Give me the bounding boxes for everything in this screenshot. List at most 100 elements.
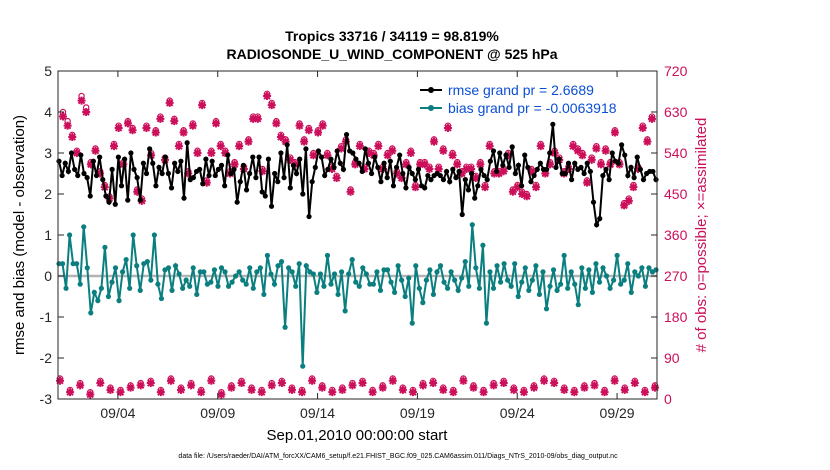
rmse-series-point bbox=[212, 172, 218, 179]
rmse-series-point bbox=[81, 170, 87, 177]
obs-assimilated-marker bbox=[351, 160, 360, 169]
bias-series-point bbox=[508, 283, 514, 289]
bias-series-point bbox=[116, 298, 122, 304]
rmse-series-point bbox=[122, 156, 128, 162]
rmse-series-point bbox=[90, 158, 96, 164]
chart-title-line2: RADIOSONDE_U_WIND_COMPONENT @ 525 hPa bbox=[226, 46, 557, 62]
obs-assimilated-marker bbox=[156, 388, 165, 397]
obs-assimilated-marker bbox=[133, 187, 142, 196]
obs-assimilated-marker bbox=[469, 383, 478, 392]
obs-assimilated-marker bbox=[448, 151, 457, 160]
rmse-series-point bbox=[368, 170, 375, 177]
obs-assimilated-marker bbox=[263, 92, 272, 101]
x-tick-label: 09/19 bbox=[400, 405, 435, 421]
bias-series-point bbox=[452, 277, 458, 283]
bias-series-point bbox=[377, 287, 384, 293]
rmse-series-point bbox=[437, 172, 443, 179]
obs-assimilated-marker bbox=[610, 376, 619, 385]
obs-assimilated-marker bbox=[244, 137, 253, 146]
rmse-series-point bbox=[428, 177, 434, 183]
obs-assimilated-marker bbox=[327, 164, 336, 173]
bias-series-point bbox=[448, 269, 454, 275]
rmse-series-point bbox=[634, 154, 640, 160]
bias-series-point bbox=[130, 232, 136, 238]
rmse-series-point bbox=[290, 162, 297, 168]
bias-series-point bbox=[335, 291, 341, 298]
obs-assimilated-marker bbox=[96, 379, 105, 388]
obs-assimilated-marker bbox=[578, 151, 587, 160]
obs-assimilated-marker bbox=[136, 381, 145, 390]
obs-assimilated-marker bbox=[96, 169, 105, 178]
obs-assimilated-marker bbox=[449, 388, 458, 397]
rmse-series-point bbox=[562, 170, 568, 177]
obs-assimilated-marker bbox=[338, 385, 347, 394]
rmse-series-point bbox=[422, 185, 428, 191]
obs-assimilated-marker bbox=[304, 126, 313, 135]
y-right-tick-label: 540 bbox=[664, 145, 688, 161]
bias-series-point bbox=[547, 283, 553, 289]
rmse-series-point bbox=[628, 164, 634, 170]
rmse-series-point bbox=[443, 168, 450, 175]
rmse-series-point bbox=[62, 160, 68, 166]
rmse-series-point bbox=[615, 160, 622, 166]
rmse-series-point bbox=[415, 166, 422, 172]
rmse-series-point bbox=[487, 158, 493, 164]
obs-assimilated-marker bbox=[467, 164, 476, 173]
bias-series-point bbox=[621, 277, 627, 283]
obs-assimilated-marker bbox=[527, 167, 536, 176]
rmse-series-point bbox=[581, 170, 587, 177]
obs-assimilated-marker bbox=[86, 390, 95, 399]
obs-assimilated-marker bbox=[253, 114, 262, 123]
obs-assimilated-marker bbox=[453, 160, 462, 169]
obs-assimilated-marker bbox=[540, 376, 549, 385]
rmse-series-point bbox=[250, 154, 256, 160]
bias-series-point bbox=[74, 261, 80, 267]
obs-assimilated-marker bbox=[63, 121, 72, 130]
rmse-series-point bbox=[400, 170, 406, 177]
plot-background bbox=[58, 71, 657, 399]
rmse-series-point bbox=[381, 160, 387, 166]
rmse-series-point bbox=[572, 160, 578, 166]
obs-assimilated-marker bbox=[638, 123, 647, 132]
rmse-series-point bbox=[653, 177, 659, 183]
obs-assimilated-marker bbox=[536, 142, 545, 151]
rmse-series-point bbox=[318, 154, 325, 160]
obs-assimilated-marker bbox=[276, 133, 285, 142]
bias-series-point bbox=[558, 281, 564, 287]
rmse-series-point bbox=[384, 175, 390, 181]
rmse-series-point bbox=[197, 166, 203, 172]
rmse-series-point bbox=[97, 154, 103, 160]
obs-assimilated-marker bbox=[287, 385, 296, 394]
obs-assimilated-marker bbox=[378, 383, 387, 392]
bias-series-point bbox=[512, 261, 518, 267]
obs-assimilated-marker bbox=[643, 137, 652, 146]
legend: rmse grand pr = 2.6689 bias grand pr = -0… bbox=[420, 82, 617, 116]
rmse-series-point bbox=[218, 162, 225, 168]
obs-assimilated-marker bbox=[126, 383, 135, 392]
bias-series-point bbox=[565, 285, 571, 291]
bias-series-point bbox=[420, 300, 426, 306]
rmse-series-point bbox=[637, 166, 643, 172]
rmse-series-point bbox=[243, 187, 250, 193]
obs-assimilated-marker bbox=[392, 169, 401, 178]
bias-series-point bbox=[342, 308, 348, 314]
rmse-series-point bbox=[287, 185, 293, 191]
bias-series-point bbox=[462, 259, 468, 265]
obs-assimilated-marker bbox=[583, 178, 592, 187]
bias-series-point bbox=[109, 279, 115, 285]
rmse-series-point bbox=[315, 148, 322, 154]
rmse-series-point bbox=[159, 170, 165, 177]
bias-series-point bbox=[529, 277, 535, 283]
bias-series-point bbox=[346, 271, 352, 277]
rmse-series-point bbox=[409, 170, 415, 177]
obs-assimilated-marker bbox=[509, 385, 518, 394]
bias-series bbox=[56, 222, 659, 369]
obs-assimilated-marker bbox=[439, 146, 448, 155]
rmse-series-point bbox=[134, 175, 140, 181]
obs-assimilated-marker bbox=[630, 379, 639, 388]
rmse-series-point bbox=[600, 172, 606, 179]
bias-series-point bbox=[81, 224, 87, 230]
rmse-series-point bbox=[462, 177, 468, 183]
obs-assimilated-marker bbox=[166, 376, 175, 385]
rmse-series-point bbox=[475, 183, 481, 189]
